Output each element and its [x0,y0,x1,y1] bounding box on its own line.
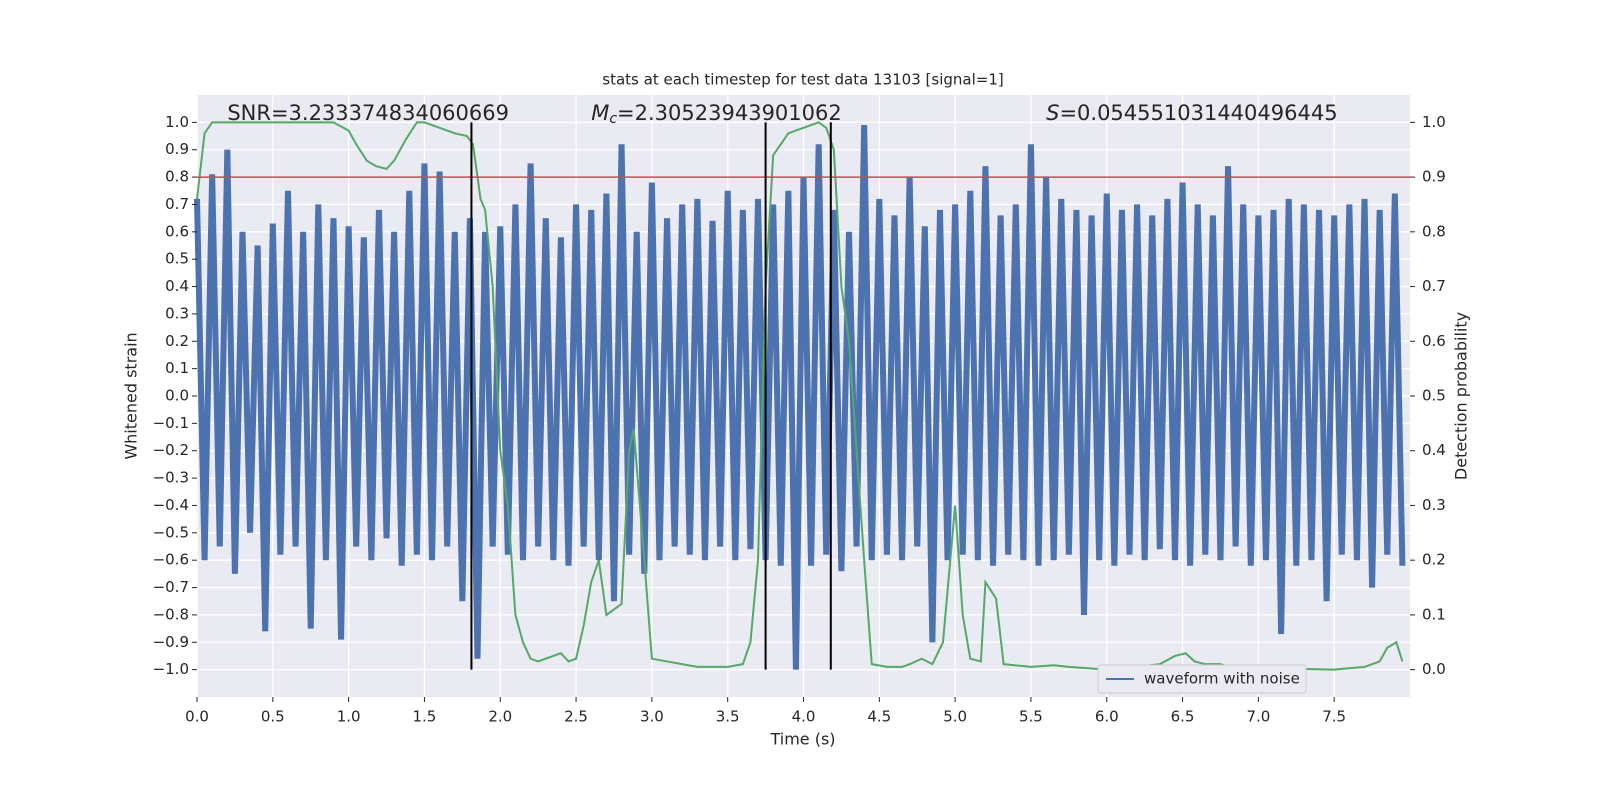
x-tick-label: 3.5 [716,708,740,726]
y-tick-label: −0.9 [153,633,189,651]
y-tick-label: 0.2 [165,332,189,350]
y-tick-label: 0.8 [165,168,189,186]
x-axis-label: Time (s) [769,730,835,749]
y-tick-label: −0.2 [153,441,189,459]
x-tick-label: 1.5 [413,708,437,726]
y2-tick-label: 0.6 [1422,332,1446,350]
y-tick-label: −0.7 [153,578,189,596]
y-tick-label: 0.5 [165,250,189,268]
x-tick-label: 1.0 [337,708,361,726]
x-tick-label: 7.0 [1246,708,1270,726]
y-tick-label: 1.0 [165,113,189,131]
x-tick-label: 6.5 [1171,708,1195,726]
annotation: SNR=3.233374834060669 [227,101,509,125]
waveform-line [194,125,1406,670]
y-tick-label: 0.3 [165,304,189,322]
annotation-text: =0.054551031440496445 [1059,101,1337,125]
y-tick-label: −1.0 [153,660,189,678]
x-tick-label: 6.0 [1095,708,1119,726]
annotation: Mc=2.30523943901062 [591,101,842,127]
annotation-text: SNR=3.233374834060669 [227,101,509,125]
y2-tick-label: 0.0 [1422,660,1446,678]
annotation-subscript: c [609,111,617,127]
y-tick-label: −0.8 [153,605,189,623]
x-tick-label: 0.0 [185,708,209,726]
annotation-text: =2.30523943901062 [617,101,842,125]
y2-tick-label: 1.0 [1422,113,1446,131]
chart-title: stats at each timestep for test data 131… [602,71,1003,89]
y2-tick-label: 0.8 [1422,222,1446,240]
y2-tick-label: 0.4 [1422,441,1446,459]
x-tick-label: 2.5 [564,708,588,726]
legend-box [1097,664,1307,694]
y-tick-label: 0.1 [165,359,189,377]
x-tick-label: 4.0 [792,708,816,726]
y-tick-label: −0.4 [153,496,189,514]
x-tick-label: 5.5 [1019,708,1043,726]
y2-tick-label: 0.1 [1422,605,1446,623]
x-tick-label: 0.5 [261,708,285,726]
y-tick-label: 0.4 [165,277,189,295]
y-axis-label: Whitened strain [122,332,141,459]
y-tick-label: −0.3 [153,469,189,487]
y-tick-label: 0.6 [165,222,189,240]
y-tick-label: −0.1 [153,414,189,432]
y2-tick-label: 0.7 [1422,277,1446,295]
x-tick-label: 7.5 [1322,708,1346,726]
y2-tick-label: 0.9 [1422,168,1446,186]
y2-tick-label: 0.5 [1422,387,1446,405]
x-tick-label: 5.0 [943,708,967,726]
y2-axis-label: Detection probability [1452,312,1471,480]
y-tick-label: 0.0 [165,387,189,405]
y-tick-label: −0.5 [153,523,189,541]
annotation: S=0.054551031440496445 [1046,101,1337,125]
x-tick-label: 4.5 [867,708,891,726]
y-tick-label: −0.6 [153,551,189,569]
y2-tick-label: 0.2 [1422,551,1446,569]
y-tick-label: 0.7 [165,195,189,213]
x-tick-label: 3.0 [640,708,664,726]
annotation-symbol: S [1046,101,1059,125]
y-tick-label: 0.9 [165,140,189,158]
x-tick-label: 2.0 [488,708,512,726]
legend-label: waveform with noise [1144,670,1300,688]
annotation-symbol: M [591,101,609,125]
y2-tick-label: 0.3 [1422,496,1446,514]
